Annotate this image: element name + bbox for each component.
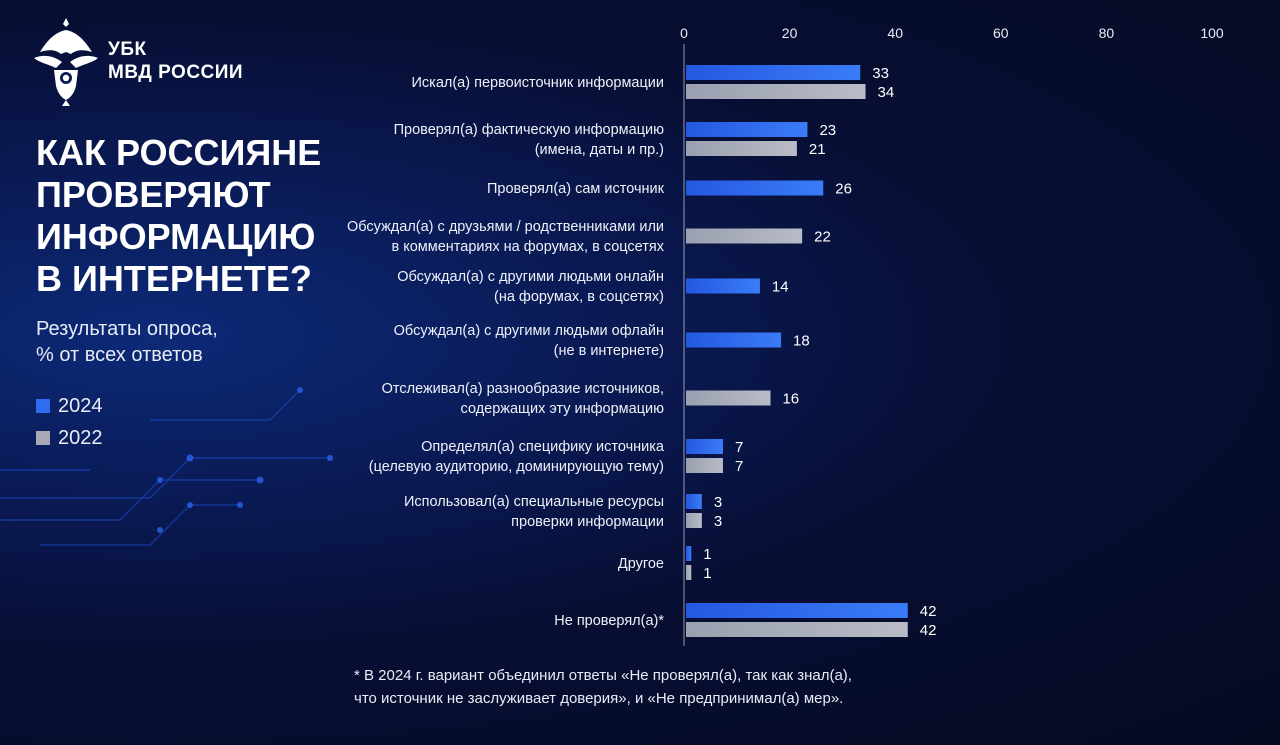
bar-2024 bbox=[686, 439, 723, 454]
bar-2024 bbox=[686, 494, 702, 509]
bar-2022 bbox=[686, 228, 803, 244]
data-label: 21 bbox=[809, 141, 826, 158]
org-line-1: УБК bbox=[108, 39, 147, 60]
organization-name: УБК МВД РОССИИ bbox=[108, 38, 243, 84]
footnote-line-1: * В 2024 г. вариант объединил ответы «Не… bbox=[354, 667, 852, 684]
category-label: Обсуждал(а) с другими людьми онлайн bbox=[397, 269, 664, 285]
footnote-line-2: что источник не заслуживает доверия», и … bbox=[354, 690, 844, 707]
category-label: в комментариях на форумах, в соцсетях bbox=[392, 239, 665, 255]
category-label: Отслеживал(а) разнообразие источников, bbox=[382, 381, 664, 397]
bar-2024 bbox=[686, 603, 908, 618]
category-label: Искал(а) первоисточник информации bbox=[411, 75, 664, 91]
legend-item-2022: 2022 bbox=[36, 422, 103, 454]
category-label: Проверял(а) фактическую информацию bbox=[394, 122, 664, 138]
data-label: 1 bbox=[703, 546, 711, 563]
x-tick-label: 60 bbox=[993, 25, 1009, 41]
bar-2022 bbox=[686, 84, 866, 99]
mvd-emblem-logo bbox=[34, 18, 98, 106]
data-label: 7 bbox=[735, 458, 743, 475]
data-label: 23 bbox=[819, 122, 836, 139]
footnote: * В 2024 г. вариант объединил ответы «Не… bbox=[354, 664, 852, 710]
legend-swatch-2022 bbox=[36, 431, 50, 445]
category-label: проверки информации bbox=[511, 514, 664, 530]
title-line-2: ПРОВЕРЯЮТ bbox=[36, 174, 271, 215]
x-tick-label: 80 bbox=[1099, 25, 1115, 41]
data-label: 18 bbox=[793, 333, 810, 350]
category-label: (не в интернете) bbox=[554, 343, 664, 359]
category-label: Определял(а) специфику источника bbox=[421, 439, 665, 455]
x-tick-label: 0 bbox=[680, 25, 688, 41]
legend-label-2022: 2022 bbox=[58, 426, 103, 449]
title-line-3: ИНФОРМАЦИЮ bbox=[36, 216, 316, 257]
legend-swatch-2024 bbox=[36, 399, 50, 413]
legend-label-2024: 2024 bbox=[58, 394, 103, 417]
x-tick-label: 40 bbox=[887, 25, 903, 41]
org-line-2: МВД РОССИИ bbox=[108, 62, 244, 83]
category-label: Использовал(а) специальные ресурсы bbox=[404, 494, 664, 510]
bar-2024 bbox=[686, 278, 760, 294]
bar-2024 bbox=[686, 65, 861, 80]
bar-2022 bbox=[686, 622, 908, 637]
bar-2022 bbox=[686, 565, 692, 580]
bar-2022 bbox=[686, 458, 723, 473]
subtitle-line-2: % от всех ответов bbox=[36, 344, 203, 366]
bar-2022 bbox=[686, 513, 702, 528]
category-label: (целевую аудиторию, доминирующую тему) bbox=[369, 459, 664, 475]
title-line-4: В ИНТЕРНЕТЕ? bbox=[36, 258, 312, 299]
bar-2022 bbox=[686, 141, 797, 156]
data-label: 34 bbox=[878, 84, 895, 101]
data-label: 16 bbox=[782, 391, 799, 408]
bar-2024 bbox=[686, 546, 692, 561]
data-label: 42 bbox=[920, 603, 937, 620]
x-tick-label: 20 bbox=[782, 25, 798, 41]
category-label: содержащих эту информацию bbox=[461, 401, 665, 417]
category-label: Обсуждал(а) с другими людьми офлайн bbox=[394, 323, 664, 339]
data-label: 22 bbox=[814, 229, 831, 246]
category-label: (имена, даты и пр.) bbox=[535, 142, 664, 158]
page-title: КАК РОССИЯНЕ ПРОВЕРЯЮТ ИНФОРМАЦИЮ В ИНТЕ… bbox=[36, 132, 336, 300]
data-label: 14 bbox=[772, 279, 789, 296]
bar-2024 bbox=[686, 180, 824, 196]
data-label: 3 bbox=[714, 494, 722, 511]
data-label: 1 bbox=[703, 565, 711, 582]
legend-item-2024: 2024 bbox=[36, 390, 103, 422]
data-label: 33 bbox=[872, 65, 889, 82]
title-line-1: КАК РОССИЯНЕ bbox=[36, 132, 322, 173]
data-label: 7 bbox=[735, 439, 743, 456]
category-label: Проверял(а) сам источник bbox=[487, 181, 665, 197]
category-label: (на форумах, в соцсетях) bbox=[494, 289, 664, 305]
bar-2024 bbox=[686, 122, 808, 137]
x-tick-label: 100 bbox=[1200, 25, 1224, 41]
subtitle: Результаты опроса, % от всех ответов bbox=[36, 316, 218, 368]
bar-2022 bbox=[686, 390, 771, 406]
data-label: 26 bbox=[835, 181, 852, 198]
chart-legend: 2024 2022 bbox=[36, 390, 103, 454]
data-label: 42 bbox=[920, 622, 937, 639]
subtitle-line-1: Результаты опроса, bbox=[36, 318, 218, 340]
category-label: Обсуждал(а) с друзьями / родственниками … bbox=[347, 219, 664, 235]
category-label: Другое bbox=[618, 556, 664, 572]
data-label: 3 bbox=[714, 513, 722, 530]
category-label: Не проверял(а)* bbox=[554, 613, 664, 629]
bar-2024 bbox=[686, 332, 782, 348]
